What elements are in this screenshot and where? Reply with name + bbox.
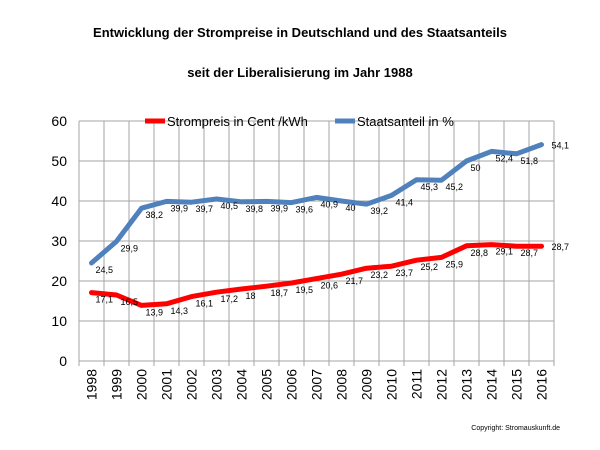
- data-label: 23,2: [371, 270, 389, 280]
- data-label: 19,5: [296, 285, 314, 295]
- data-label: 16,5: [121, 297, 139, 307]
- legend-label: Staatsanteil in %: [357, 114, 454, 129]
- x-tick-label: 2008: [334, 369, 350, 400]
- x-tick-label: 2005: [259, 369, 275, 400]
- series-line-strompreis: [89, 242, 544, 308]
- x-tick-label: 2015: [509, 369, 525, 400]
- data-label: 40,9: [321, 199, 339, 209]
- chart-title: Entwicklung der Strompreise in Deutschla…: [93, 25, 507, 40]
- data-label: 17,2: [221, 294, 239, 304]
- data-label: 18,7: [271, 288, 289, 298]
- data-label: 14,3: [171, 306, 189, 316]
- x-tick-label: 1999: [109, 369, 125, 400]
- x-tick-label: 2012: [434, 369, 450, 400]
- data-label: 41,4: [396, 197, 414, 207]
- x-tick-label: 2009: [359, 369, 375, 400]
- data-label: 25,2: [421, 262, 439, 272]
- data-label: 16,1: [196, 299, 214, 309]
- x-tick-label: 2006: [284, 369, 300, 400]
- data-label: 40,5: [221, 201, 239, 211]
- data-label: 39,7: [196, 204, 214, 214]
- data-label: 21,7: [346, 276, 364, 286]
- x-tick-label: 2007: [309, 369, 325, 400]
- y-tick-label: 40: [51, 193, 67, 209]
- y-tick-label: 10: [51, 313, 67, 329]
- copyright: Copyright: Stromauskunft.de: [471, 425, 560, 432]
- data-label: 23,7: [396, 268, 414, 278]
- data-label: 45,2: [446, 182, 464, 192]
- data-label: 17,1: [96, 295, 114, 305]
- y-tick-label: 30: [51, 233, 67, 249]
- data-label: 54,1: [552, 141, 570, 151]
- data-label: 39,6: [296, 205, 314, 215]
- data-label: 18: [246, 291, 256, 301]
- data-label: 28,8: [471, 248, 489, 258]
- data-label: 39,9: [271, 203, 289, 213]
- data-label: 13,9: [146, 307, 164, 317]
- data-label: 39,9: [171, 203, 189, 213]
- x-tick-label: 2004: [234, 369, 250, 400]
- y-tick-label: 50: [51, 153, 67, 169]
- x-tick-label: 2002: [184, 369, 200, 400]
- data-label: 39,8: [246, 204, 264, 214]
- x-tick-label: 1998: [84, 369, 100, 400]
- y-tick-label: 20: [51, 273, 67, 289]
- data-label: 28,7: [521, 248, 539, 258]
- y-tick-label: 0: [59, 353, 67, 369]
- data-label: 52,4: [496, 153, 514, 163]
- x-tick-label: 2013: [459, 369, 475, 400]
- data-label: 40: [346, 203, 356, 213]
- data-label: 38,2: [146, 210, 164, 220]
- legend-label: Strompreis in Cent /kWh: [167, 114, 308, 129]
- x-tick-label: 2001: [159, 369, 175, 400]
- data-label: 45,3: [421, 182, 439, 192]
- x-tick-label: 2010: [384, 369, 400, 400]
- data-label: 28,7: [552, 242, 570, 252]
- data-label: 29,9: [121, 243, 139, 253]
- x-tick-label: 2014: [484, 369, 500, 400]
- data-label: 51,8: [521, 156, 539, 166]
- data-label: 24,5: [96, 265, 114, 275]
- x-tick-label: 2003: [209, 369, 225, 400]
- data-label: 50: [471, 163, 481, 173]
- data-label: 25,9: [446, 259, 464, 269]
- x-tick-label: 2000: [134, 369, 150, 400]
- x-tick-label: 2011: [409, 369, 425, 399]
- data-label: 29,1: [496, 247, 514, 257]
- data-label: 39,2: [371, 206, 389, 216]
- y-tick-label: 60: [51, 113, 67, 129]
- series-line-staatsanteil: [89, 142, 544, 266]
- x-tick-label: 2016: [534, 369, 550, 400]
- data-label: 20,6: [321, 281, 339, 291]
- chart-subtitle: seit der Liberalisierung im Jahr 1988: [187, 65, 413, 80]
